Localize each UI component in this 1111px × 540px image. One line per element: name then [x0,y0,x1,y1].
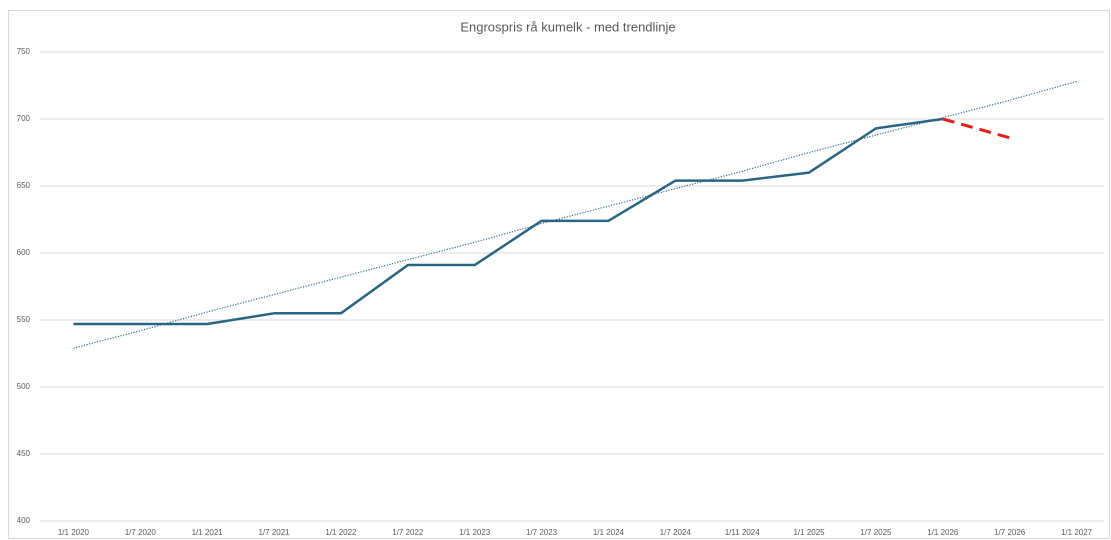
y-tick-label: 700 [17,114,31,123]
x-tick-label: 1/7 2023 [526,528,558,537]
chart-frame [8,10,1110,539]
x-tick-label: 1/1 2021 [192,528,224,537]
y-tick-label: 650 [17,181,31,190]
chart-title: Engrospris rå kumelk - med trendlinje [460,19,675,34]
series-line [73,117,943,326]
x-tick-label: 1/11 2024 [725,528,761,537]
y-tick-label: 550 [17,315,31,324]
series-line [73,80,1077,349]
x-tick-label: 1/1 2027 [1061,528,1093,537]
y-tick-label: 500 [17,382,31,391]
x-tick-label: 1/1 2023 [459,528,491,537]
y-tick-label: 450 [17,449,31,458]
x-tick-label: 1/7 2024 [660,528,692,537]
x-tick-label: 1/1 2026 [927,528,959,537]
y-tick-label: 750 [17,47,31,56]
x-tick-label: 1/7 2025 [860,528,892,537]
x-tick-label: 1/7 2022 [392,528,424,537]
x-tick-label: 1/1 2020 [58,528,90,537]
x-tick-label: 1/1 2024 [593,528,625,537]
y-tick-label: 400 [17,516,31,525]
x-tick-label: 1/1 2025 [793,528,825,537]
x-tick-label: 1/7 2021 [258,528,290,537]
x-tick-label: 1/7 2020 [125,528,157,537]
x-tick-label: 1/1 2022 [325,528,357,537]
x-tick-label: 1/7 2026 [994,528,1026,537]
series-line [942,117,1011,140]
y-tick-label: 600 [17,248,31,257]
